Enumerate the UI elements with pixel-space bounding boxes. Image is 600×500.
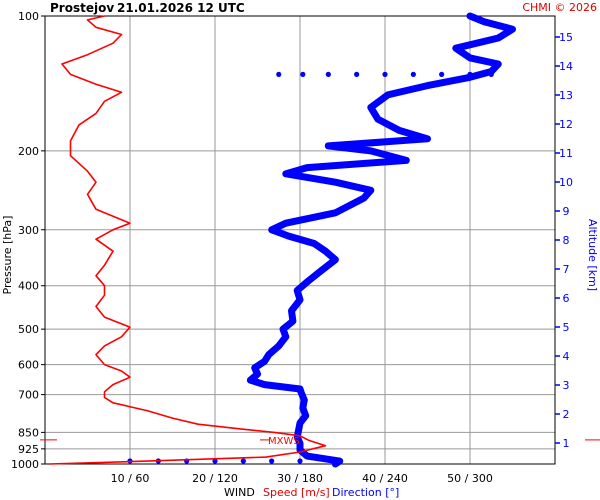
direction-dot bbox=[354, 71, 360, 77]
direction-dot bbox=[212, 458, 218, 464]
pressure-tick-label: 700 bbox=[18, 389, 39, 402]
direction-dot bbox=[488, 71, 494, 77]
pressure-tick-label: 200 bbox=[18, 145, 39, 158]
pressure-tick-label: 925 bbox=[18, 443, 39, 456]
altitude-tick-label: 7 bbox=[563, 263, 570, 276]
header-datetime: 21.01.2026 12 UTC bbox=[117, 1, 245, 15]
direction-dot bbox=[439, 71, 445, 77]
alt-axis-label: Altitude [km] bbox=[586, 219, 599, 291]
header-station: Prostejov bbox=[50, 1, 114, 15]
wind-tick-label: 50 / 300 bbox=[447, 472, 493, 485]
mxws-marker: MXWS bbox=[40, 436, 600, 447]
wind-tick-label: 10 / 60 bbox=[111, 472, 150, 485]
wind-tick-label: 30 / 180 bbox=[277, 472, 323, 485]
pressure-tick-label: 500 bbox=[18, 323, 39, 336]
direction-dot bbox=[240, 458, 246, 464]
altitude-tick-label: 15 bbox=[559, 31, 573, 44]
pressure-tick-label: 850 bbox=[18, 426, 39, 439]
altitude-tick-label: 14 bbox=[559, 60, 573, 73]
pressure-tick-label: 100 bbox=[18, 10, 39, 23]
direction-dot bbox=[276, 71, 282, 77]
altitude-tick-label: 10 bbox=[559, 176, 573, 189]
y-tick-labels: 100 200 300 400 500 600 700 850 925 1000 bbox=[11, 10, 39, 471]
altitude-tick-label: 2 bbox=[563, 408, 570, 421]
pressure-tick-label: 1000 bbox=[11, 458, 39, 471]
direction-dot bbox=[467, 71, 473, 77]
x-axis-label-direction: Direction [°] bbox=[332, 486, 399, 499]
direction-dot bbox=[297, 458, 303, 464]
direction-dot bbox=[300, 71, 306, 77]
direction-dot bbox=[382, 71, 388, 77]
altitude-tick-label: 11 bbox=[559, 147, 573, 160]
header-credit: CHMI © 2026 bbox=[522, 1, 597, 14]
x-tick-labels: 10 / 60 20 / 120 30 / 180 40 / 240 50 / 300 bbox=[111, 472, 493, 485]
wind-tick-label: 20 / 120 bbox=[192, 472, 238, 485]
altitude-tick-label: 1 bbox=[563, 437, 570, 450]
wind-tick-label: 40 / 240 bbox=[362, 472, 408, 485]
direction-dot bbox=[269, 458, 275, 464]
pressure-tick-label: 400 bbox=[18, 280, 39, 293]
mxws-label: MXWS bbox=[268, 436, 300, 447]
altitude-tick-label: 6 bbox=[563, 292, 570, 305]
altitude-tick-label: 9 bbox=[563, 205, 570, 218]
direction-dot bbox=[410, 71, 416, 77]
altitude-tick-label: 12 bbox=[559, 118, 573, 131]
altitude-tick-label: 5 bbox=[563, 321, 570, 334]
altitude-tick-label: 13 bbox=[559, 89, 573, 102]
altitude-tick-label: 4 bbox=[563, 350, 570, 363]
speed-line bbox=[49, 15, 327, 465]
x-axis-label-speed: Speed [m/s] bbox=[263, 486, 330, 499]
direction-series bbox=[127, 12, 516, 468]
altitude-tick-label: 8 bbox=[563, 234, 570, 247]
pressure-tick-label: 600 bbox=[18, 359, 39, 372]
x-axis-label-wind: WIND bbox=[224, 486, 255, 499]
direction-dot bbox=[325, 71, 331, 77]
pressure-tick-label: 300 bbox=[18, 224, 39, 237]
y-axis-label: Pressure [hPa] bbox=[1, 216, 14, 295]
direction-line bbox=[246, 12, 516, 468]
altitude-tick-label: 3 bbox=[563, 379, 570, 392]
speed-series bbox=[49, 15, 327, 465]
